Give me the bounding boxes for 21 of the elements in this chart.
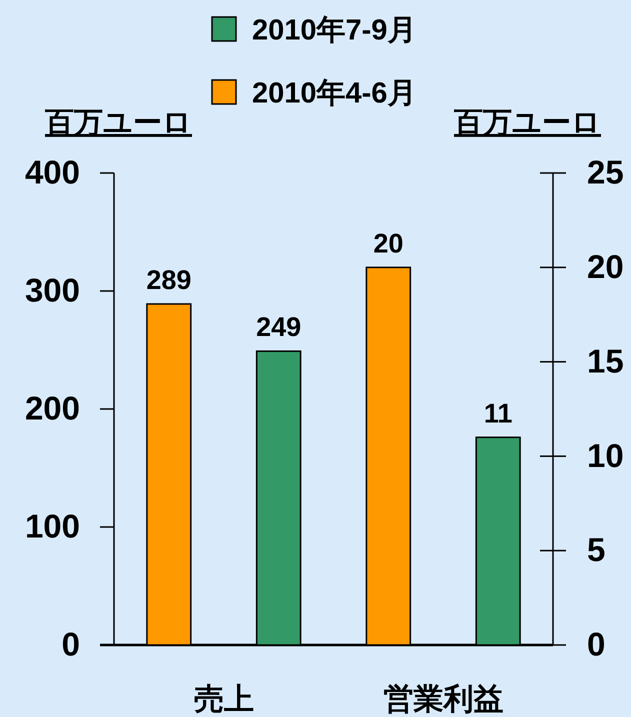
y2-tick-label: 10: [587, 436, 624, 474]
x-tick-label: 営業利益: [383, 683, 504, 716]
data-label: 20: [373, 228, 404, 258]
data-label: 249: [256, 312, 302, 342]
y2-tick-label: 5: [587, 531, 606, 568]
y2-axis-title: 百万ユーロ: [453, 107, 601, 139]
y2-tick-label: 25: [587, 154, 624, 191]
x-tick-label: 売上: [194, 683, 254, 716]
y-tick-label: 200: [24, 390, 80, 427]
legend-label: 2010年7-9月: [252, 14, 416, 46]
y-axis-title: 百万ユーロ: [44, 107, 192, 139]
data-label: 289: [146, 264, 192, 295]
y2-tick-label: 15: [587, 342, 624, 380]
y2-tick-label: 0: [587, 626, 606, 663]
y-tick-label: 0: [62, 626, 80, 663]
legend-label: 2010年4-6月: [252, 77, 416, 110]
y2-tick-label: 20: [587, 248, 624, 285]
y-tick-label: 100: [24, 508, 80, 545]
data-label: 11: [484, 398, 512, 428]
y-tick-label: 300: [24, 272, 80, 309]
y-tick-label: 400: [24, 154, 80, 191]
